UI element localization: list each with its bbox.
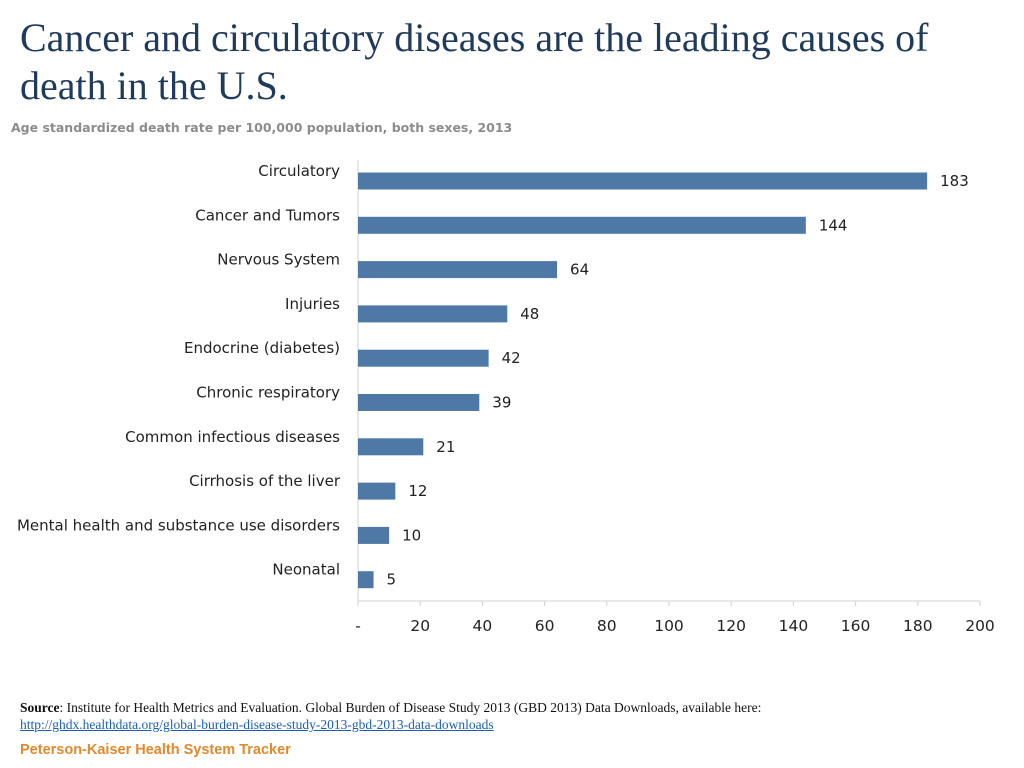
x-tick-label: 20 (410, 617, 430, 635)
bar (358, 571, 374, 589)
category-label: Common infectious diseases (125, 428, 340, 446)
category-label: Circulatory (258, 162, 340, 180)
value-label: 5 (387, 571, 397, 589)
category-label: Endocrine (diabetes) (184, 339, 340, 357)
value-label: 39 (492, 394, 511, 412)
value-label: 183 (940, 172, 969, 190)
category-label: Mental health and substance use disorder… (17, 516, 340, 534)
value-label: 12 (408, 482, 427, 500)
value-label: 42 (502, 349, 521, 367)
x-tick-label: 180 (903, 617, 933, 635)
bar (358, 394, 480, 411)
bar (358, 526, 390, 544)
category-label: Injuries (285, 295, 340, 313)
value-label: 64 (570, 261, 589, 279)
x-tick-label: 120 (716, 617, 746, 635)
brand-logo-text: Peterson-Kaiser Health System Tracker (20, 742, 291, 758)
chart-title: Cancer and circulatory diseases are the … (20, 15, 929, 108)
bar (358, 349, 489, 367)
category-label: Nervous System (217, 251, 340, 269)
value-label: 48 (520, 305, 539, 323)
source-link[interactable]: http://ghdx.healthdata.org/global-burden… (20, 717, 494, 732)
value-label: 21 (436, 438, 455, 456)
value-label: 10 (402, 526, 421, 544)
x-tick-label: 200 (965, 617, 995, 635)
category-label: Neonatal (272, 561, 340, 579)
bar (358, 482, 396, 500)
x-tick-label: 40 (473, 617, 493, 635)
x-tick-label: 140 (779, 617, 809, 635)
chart-subtitle: Age standardized death rate per 100,000 … (11, 120, 513, 135)
category-label: Cirrhosis of the liver (189, 472, 341, 490)
bar (358, 172, 928, 190)
source-label: Source (20, 700, 60, 715)
source-text: : Institute for Health Metrics and Evalu… (59, 700, 762, 715)
x-tick-label: 60 (535, 617, 555, 635)
x-tick-label: - (355, 617, 361, 635)
x-tick-label: 80 (597, 617, 617, 635)
value-label: 144 (819, 216, 848, 234)
bar (358, 216, 806, 234)
bar (358, 261, 558, 279)
bar-chart: - 20 40 60 80 100 120 140 160 180 200 Circulatory 18… (17, 160, 995, 635)
x-tick-label: 100 (654, 617, 684, 635)
category-label: Chronic respiratory (196, 384, 340, 402)
category-label: Cancer and Tumors (195, 206, 340, 224)
bar (358, 305, 508, 323)
source-note: Source: Institute for Health Metrics and… (20, 699, 1010, 733)
bar (358, 438, 424, 456)
x-tick-label: 160 (841, 617, 871, 635)
